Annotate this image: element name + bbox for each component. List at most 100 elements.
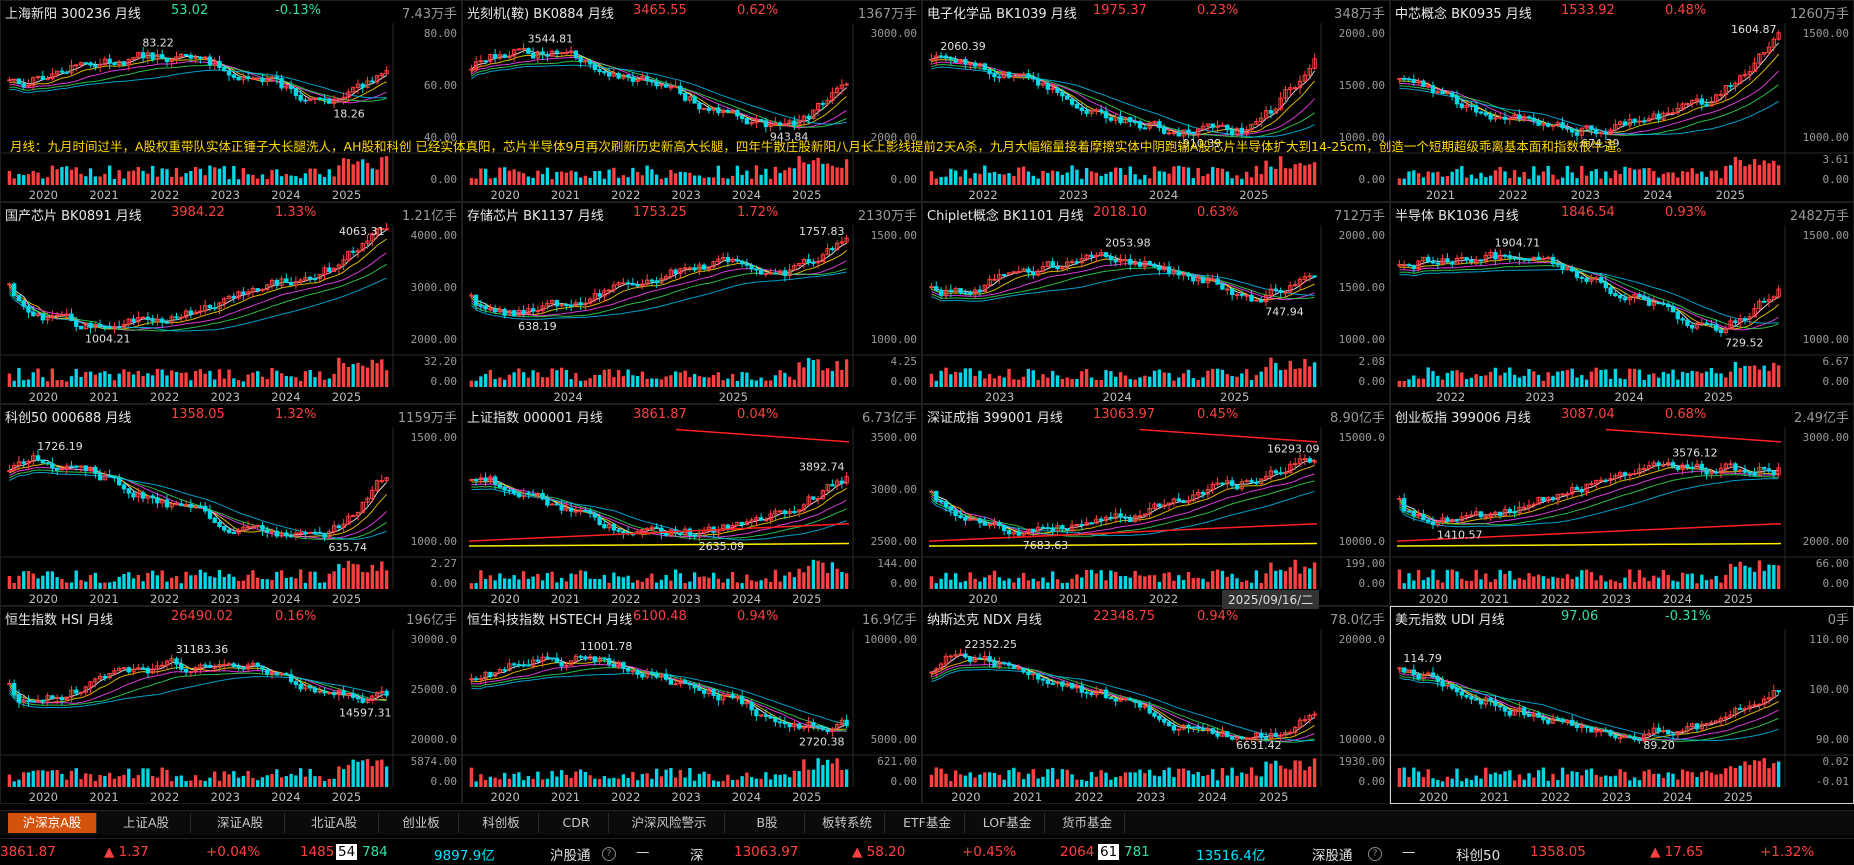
chart-panel[interactable]: Chiplet概念 BK1101 月线 2018.10 0.63% 712万手 2000…	[922, 202, 1390, 404]
sh-flat-count: 54	[336, 844, 358, 860]
chart-panel[interactable]: 恒生科技指数 HSTECH 月线 6100.48 0.94% 16.9亿手 10000.…	[462, 606, 922, 804]
volume-bar	[536, 170, 540, 185]
candle-body	[630, 76, 636, 82]
year-label: 2022	[1498, 188, 1527, 202]
candle-body	[1084, 522, 1089, 526]
candle-body	[1733, 82, 1738, 87]
tab-2[interactable]: 上证A股	[102, 813, 191, 833]
candle-body	[972, 62, 978, 67]
chart-panel[interactable]: 电子化学品 BK1039 月线 1975.37 0.23% 348万手 2000.00 1…	[922, 0, 1390, 202]
volume-bar	[1522, 171, 1526, 185]
tab-11[interactable]: ETF基金	[890, 813, 965, 833]
tab-5[interactable]: 创业板	[384, 813, 459, 833]
volume-bar	[17, 174, 21, 185]
volume-bar	[1421, 579, 1426, 589]
panel-change: 0.45%	[1197, 407, 1239, 422]
year-label: 2021	[1059, 592, 1088, 606]
ma-line	[471, 250, 847, 316]
candle-body	[54, 467, 60, 471]
chart-panel[interactable]: 上海新阳 300236 月线 53.02 -0.13% 7.43万手 80.00 60.0…	[0, 0, 462, 202]
year-label: 2023	[211, 390, 240, 404]
candle-body	[977, 518, 983, 524]
volume-bar	[232, 378, 236, 387]
candle-body	[1089, 692, 1094, 696]
tab-4[interactable]: 北证A股	[290, 813, 379, 833]
volume-bar	[1776, 565, 1781, 589]
chart-panel[interactable]: 恒生指数 HSI 月线 26490.02 0.16% 196亿手 30000.0 2500…	[0, 606, 462, 804]
candle-body	[1618, 472, 1623, 477]
candle-body	[1402, 667, 1407, 673]
tab-6[interactable]: 科创板	[464, 813, 539, 833]
candle-body	[502, 669, 507, 672]
tab-10[interactable]: 板转系统	[810, 813, 885, 833]
tab-1[interactable]: 沪深京A股	[8, 813, 97, 833]
volume-bar	[1133, 379, 1137, 387]
hgt-label[interactable]: 沪股通	[550, 848, 591, 864]
volume-bar	[968, 572, 972, 589]
candle-body	[298, 94, 303, 101]
volume-bar	[1560, 177, 1565, 185]
volume-bar	[322, 582, 327, 589]
volume-bar	[1719, 178, 1723, 185]
sz-up-count: 2064	[1060, 844, 1095, 860]
volume-bar	[1560, 767, 1565, 787]
candle-body	[35, 313, 41, 317]
volume-bar	[1308, 568, 1312, 589]
candle-body	[45, 316, 50, 321]
candle-body	[564, 304, 569, 307]
volume-bar	[1632, 169, 1637, 185]
tab-13[interactable]: 货币基金	[1050, 813, 1125, 833]
candle-body	[749, 519, 754, 523]
candle-body	[1685, 103, 1690, 106]
candle-body	[198, 664, 203, 669]
candle-body	[1454, 519, 1460, 522]
chart-panel[interactable]: 科创50 000688 月线 1358.05 1.32% 1159万手 1500.00 1…	[0, 404, 462, 606]
candle-body	[370, 695, 375, 701]
chart-panel[interactable]: 国产芯片 BK0891 月线 3984.22 1.33% 1.21亿手 4000.00 3…	[0, 202, 462, 404]
volume-bar	[1191, 378, 1196, 387]
volume-bar	[469, 583, 474, 589]
chart-panel[interactable]: 深证成指 399001 月线 13063.97 0.45% 8.90亿手 15000.0…	[922, 404, 1390, 606]
volume-bar	[469, 767, 474, 787]
volume-bar	[1560, 578, 1565, 589]
volume-bar	[1235, 775, 1239, 787]
tab-12[interactable]: LOF基金	[970, 813, 1045, 833]
candle-body	[1714, 471, 1719, 474]
candle-body	[640, 283, 645, 287]
volume-bar	[1527, 773, 1531, 787]
chart-panel[interactable]: 创业板指 399006 月线 3087.04 0.68% 2.49亿手 3000.00 2…	[1390, 404, 1854, 606]
volume-axis-tick: 0.00	[431, 173, 458, 186]
volume-bar	[1589, 371, 1594, 387]
chart-panel[interactable]: 存储芯片 BK1137 月线 1753.25 1.72% 2130万手 1500.00 1…	[462, 202, 922, 404]
candle-body	[1426, 256, 1431, 263]
tab-7[interactable]: CDR	[544, 813, 609, 833]
panel-title: 恒生科技指数 HSTECH 月线	[467, 613, 633, 628]
volume-bar	[973, 578, 977, 589]
chart-panel[interactable]: 中芯概念 BK0935 月线 1533.92 0.48% 1260万手 1500.00 1…	[1390, 0, 1854, 202]
chart-panel[interactable]: 美元指数 UDI 月线 97.06 -0.31% 0手 110.00 100.00 90.0…	[1390, 606, 1854, 804]
volume-bar	[474, 178, 478, 185]
chart-panel[interactable]: 半导体 BK1036 月线 1846.54 0.93% 2482万手 1500.00 10…	[1390, 202, 1854, 404]
tab-8[interactable]: 沪深风险警示	[614, 813, 725, 833]
chart-panel[interactable]: 上证指数 000001 月线 3861.87 0.04% 6.73亿手 3500.00 3…	[462, 404, 922, 606]
panel-volume: 1159万手	[397, 411, 457, 426]
help-icon[interactable]: ?	[1368, 844, 1382, 861]
candle-body	[1762, 51, 1767, 55]
candle-body	[1488, 114, 1493, 120]
tab-3[interactable]: 深证A股	[196, 813, 285, 833]
volume-bar	[1536, 374, 1541, 387]
volume-bar	[213, 379, 217, 387]
chart-panel[interactable]: 纳斯达克 NDX 月线 22348.75 0.94% 78.0亿手 20000.0 100…	[922, 606, 1390, 804]
help-icon[interactable]: ?	[602, 844, 616, 861]
sgt-label[interactable]: 深股通	[1312, 848, 1353, 864]
volume-bar	[1546, 578, 1550, 589]
chart-panel[interactable]: 光刻机(鞍) BK0884 月线 3465.55 0.62% 1367万手 3000.0…	[462, 0, 922, 202]
candle-body	[934, 490, 939, 501]
candle-body	[938, 663, 944, 670]
volume-bar	[1584, 769, 1589, 787]
tab-9[interactable]: B股	[730, 813, 805, 833]
volume-bar	[1551, 576, 1555, 589]
volume-bar	[531, 370, 535, 387]
candle-body	[830, 484, 835, 487]
volume-bar	[1240, 772, 1244, 787]
